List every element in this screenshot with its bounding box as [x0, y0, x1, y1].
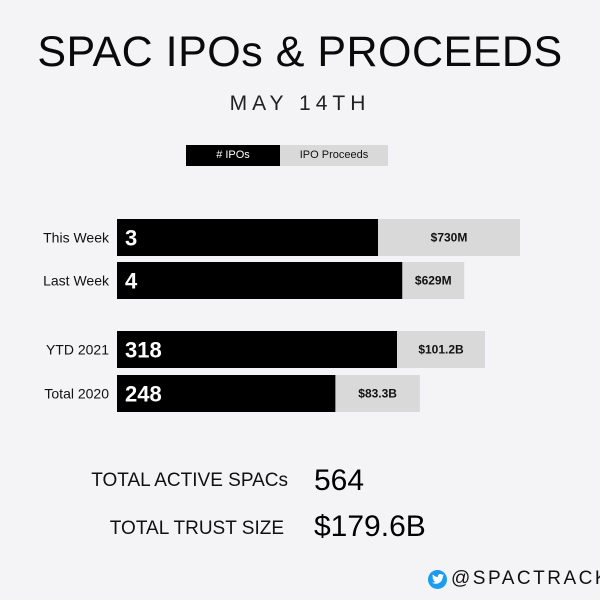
page-title: SPAC IPOs & PROCEEDS	[37, 28, 563, 76]
ipos-bar	[117, 331, 397, 368]
trust-size-value: $179.6B	[314, 510, 426, 543]
twitter-icon	[428, 569, 447, 589]
proceeds-value-label: $83.3B	[358, 387, 397, 401]
trust-size-label: TOTAL TRUST SIZE	[109, 518, 284, 539]
ipos-value-label: 248	[125, 382, 162, 407]
twitter-handle: @SPACTRACK	[451, 568, 600, 589]
ipos-value-label: 4	[125, 269, 138, 294]
proceeds-value-label: $629M	[415, 274, 452, 288]
footer-handle[interactable]: @SPACTRACK	[428, 568, 600, 590]
ipos-value-label: 318	[125, 338, 162, 363]
chart-legend: # IPOs IPO Proceeds	[186, 145, 388, 166]
active-spacs-label: TOTAL ACTIVE SPACs	[91, 470, 288, 491]
proceeds-value-label: $730M	[431, 231, 468, 245]
active-spacs-value: 564	[314, 464, 365, 497]
category-label: YTD 2021	[46, 342, 109, 358]
proceeds-value-label: $101.2B	[418, 343, 464, 357]
category-label: Total 2020	[44, 386, 109, 402]
ipos-bar	[117, 375, 336, 412]
bar-chart: This Week 3 $730M Last Week 4 $629M YTD 2021 31…	[43, 219, 520, 412]
page-subtitle: MAY 14TH	[229, 92, 371, 115]
ipos-value-label: 3	[125, 226, 137, 251]
ipos-bar	[117, 219, 378, 256]
category-label: Last Week	[43, 273, 110, 289]
legend-proceeds: IPO Proceeds	[280, 145, 388, 166]
category-label: This Week	[43, 230, 110, 246]
legend-ipos: # IPOs	[186, 145, 280, 166]
ipos-bar	[117, 262, 403, 299]
